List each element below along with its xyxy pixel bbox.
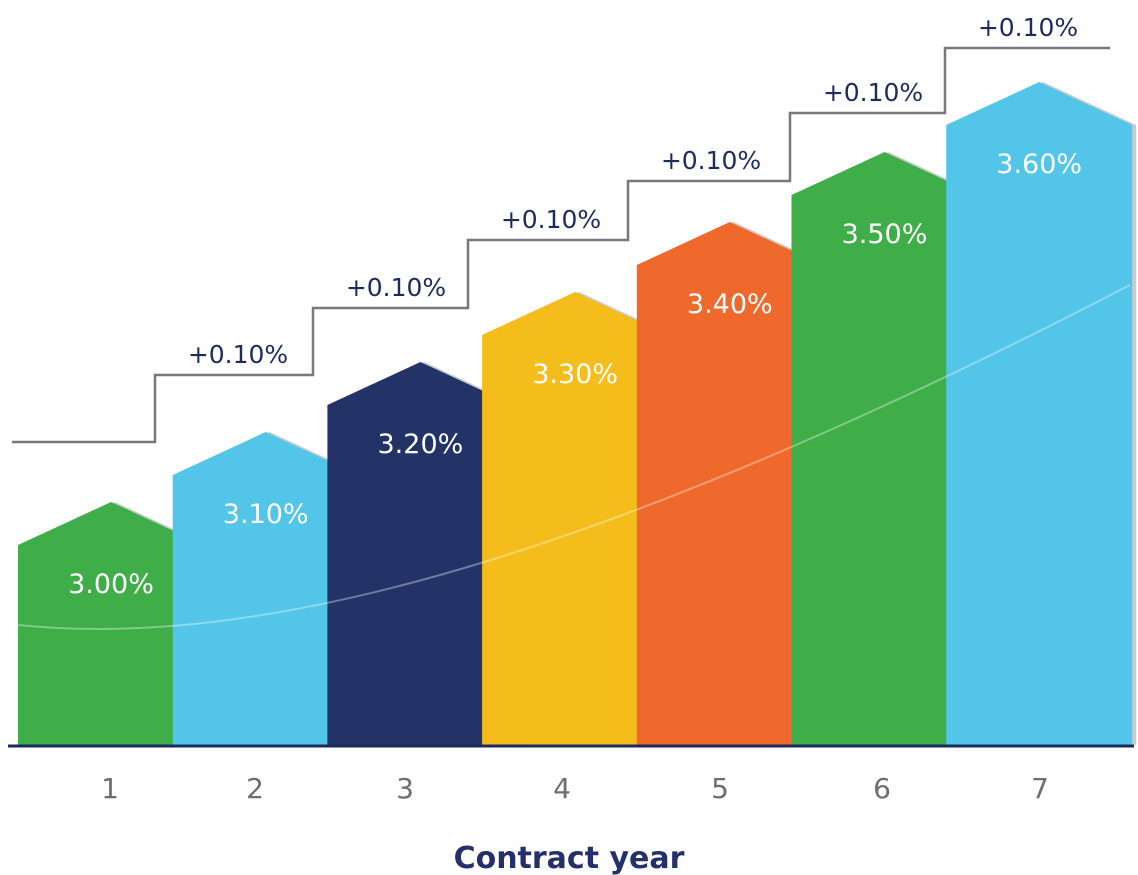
x-tick-label: 2 (246, 772, 264, 805)
bar-year-6 (791, 152, 978, 745)
bar-year-1 (18, 502, 204, 745)
x-tick-label: 7 (1031, 772, 1049, 805)
bar-value-label: 3.60% (996, 149, 1082, 180)
bar-year-4 (482, 292, 669, 745)
bar-year-7 (946, 82, 1133, 745)
increment-label: +0.10% (501, 205, 601, 234)
step-line (12, 46, 1110, 444)
bar-year-2 (172, 432, 359, 745)
bar-value-label: 3.10% (223, 499, 309, 530)
bar-value-label: 3.50% (842, 219, 928, 250)
increment-step-line: +0.10% +0.10% +0.10% +0.10% +0.10% +0.10% (12, 13, 1110, 444)
x-tick-label: 1 (101, 772, 119, 805)
increment-label: +0.10% (978, 13, 1078, 42)
bars: 3.00% 3.10% 3.20% 3.30% 3.40% 3.50% 3.60% (17, 82, 1137, 745)
x-tick-label: 4 (553, 772, 571, 805)
x-tick-label: 6 (873, 772, 891, 805)
increment-label: +0.10% (188, 340, 288, 369)
x-tick-label: 3 (396, 772, 414, 805)
bar-value-label: 3.30% (532, 359, 618, 390)
x-tick-label: 5 (711, 772, 729, 805)
decorative-curve (17, 284, 1131, 630)
increment-label: +0.10% (823, 78, 923, 107)
bar-value-label: 3.40% (687, 289, 773, 320)
x-axis-title: Contract year (454, 841, 685, 875)
increment-label: +0.10% (346, 273, 446, 302)
increment-label: +0.10% (661, 146, 761, 175)
bar-value-label: 3.20% (378, 429, 464, 460)
bar-year-5 (636, 222, 823, 745)
x-tick-labels: 1 2 3 4 5 6 7 (101, 772, 1049, 805)
bar-year-3 (327, 362, 514, 745)
bar-value-label: 3.00% (68, 569, 154, 600)
